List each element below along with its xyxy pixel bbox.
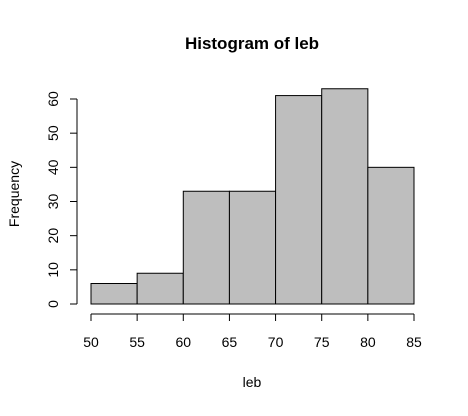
- histogram-bar-75-80: [321, 88, 369, 305]
- x-tick-label-85: 85: [406, 334, 422, 350]
- x-tick-label-75: 75: [314, 334, 330, 350]
- histogram-bar-50-55: [90, 283, 138, 305]
- y-tick-label-20: 20: [45, 228, 61, 244]
- x-tick-label-65: 65: [222, 334, 238, 350]
- y-axis: 0 10 20 30 40 50 60: [45, 91, 78, 308]
- histogram-bar-60-65: [182, 190, 230, 305]
- x-tick-label-60: 60: [175, 334, 191, 350]
- y-tick-label-50: 50: [45, 125, 61, 141]
- x-axis-label: leb: [243, 374, 262, 390]
- y-axis-label: Frequency: [6, 161, 22, 227]
- chart-title: Histogram of leb: [185, 34, 319, 53]
- histogram-bar-65-70: [228, 190, 277, 305]
- x-tick-label-80: 80: [360, 334, 376, 350]
- y-tick-label-40: 40: [45, 159, 61, 175]
- x-tick-label-55: 55: [129, 334, 145, 350]
- y-tick-label-0: 0: [45, 300, 61, 308]
- histogram-bar-55-60: [136, 272, 184, 305]
- y-tick-label-60: 60: [45, 91, 61, 107]
- x-tick-label-70: 70: [268, 334, 284, 350]
- bars-layer: [90, 88, 415, 305]
- y-tick-label-10: 10: [45, 262, 61, 278]
- x-tick-label-50: 50: [83, 334, 99, 350]
- histogram-bar-70-75: [275, 95, 323, 305]
- histogram-bar-80-85: [367, 166, 415, 305]
- x-axis: 50 55 60 65 70 75 80 85: [83, 313, 422, 350]
- y-tick-label-30: 30: [45, 194, 61, 210]
